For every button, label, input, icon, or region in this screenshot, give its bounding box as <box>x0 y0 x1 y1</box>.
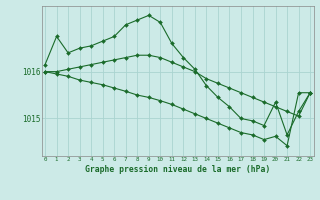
X-axis label: Graphe pression niveau de la mer (hPa): Graphe pression niveau de la mer (hPa) <box>85 165 270 174</box>
